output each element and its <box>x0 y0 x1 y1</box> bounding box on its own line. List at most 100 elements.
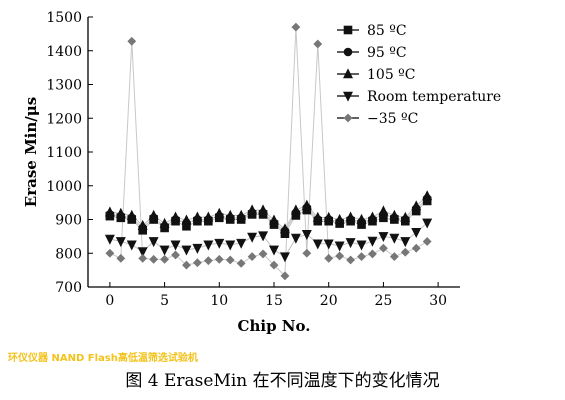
series-points <box>104 22 433 281</box>
x-axis-ticks: 0 5 10 15 20 25 30 <box>105 282 447 309</box>
data-point <box>214 207 225 218</box>
data-point <box>323 239 334 250</box>
data-point <box>126 240 137 251</box>
data-point <box>258 249 268 259</box>
legend-label: −35 ºC <box>367 111 418 127</box>
y-tick-label: 900 <box>55 213 82 229</box>
y-axis-label: Erase Min/μs <box>22 97 40 207</box>
legend-label: 95 ºC <box>367 45 407 61</box>
data-point <box>269 260 279 270</box>
data-point <box>104 234 115 245</box>
data-point <box>378 243 388 253</box>
data-point <box>356 213 367 224</box>
data-point <box>389 233 400 244</box>
data-point <box>203 240 214 251</box>
data-point <box>192 258 202 268</box>
x-tick-label: 0 <box>105 293 114 309</box>
data-point <box>192 211 203 222</box>
data-point <box>411 228 422 238</box>
data-point <box>411 243 421 253</box>
data-point <box>301 230 312 241</box>
data-point <box>346 255 356 265</box>
data-point <box>279 252 290 263</box>
data-point <box>400 211 411 222</box>
legend-marker <box>343 68 353 79</box>
data-point <box>400 247 410 257</box>
y-tick-label: 1100 <box>46 145 82 161</box>
x-tick-label: 15 <box>265 293 283 309</box>
data-point <box>269 214 279 225</box>
data-point <box>247 232 258 243</box>
data-point <box>422 190 433 201</box>
y-tick-label: 1200 <box>46 111 82 127</box>
y-tick-label: 800 <box>55 246 82 262</box>
data-point <box>181 214 192 225</box>
data-point <box>105 248 115 258</box>
data-point <box>225 209 236 220</box>
data-point <box>148 237 159 248</box>
x-axis-label: Chip No. <box>238 317 311 335</box>
data-point <box>137 247 148 258</box>
data-point <box>138 253 148 263</box>
x-tick-label: 30 <box>429 293 447 309</box>
data-point <box>411 200 422 211</box>
data-point <box>236 258 246 268</box>
data-point <box>389 209 400 220</box>
y-tick-label: 1400 <box>46 44 82 60</box>
data-point <box>345 211 356 222</box>
x-tick-label: 25 <box>374 293 392 309</box>
data-point <box>378 232 389 243</box>
data-point <box>367 236 378 247</box>
data-point <box>149 254 159 264</box>
series-line-2 <box>109 195 428 230</box>
data-point <box>126 209 137 220</box>
data-point <box>236 209 247 220</box>
data-point <box>378 205 389 216</box>
data-point <box>279 223 290 234</box>
data-point <box>160 254 170 264</box>
data-point <box>159 217 170 228</box>
data-point <box>214 254 224 264</box>
data-point <box>258 204 269 215</box>
data-point <box>225 240 236 251</box>
data-point <box>137 219 148 230</box>
y-tick-label: 1500 <box>46 10 82 26</box>
data-point <box>127 36 137 46</box>
y-axis-ticks: 700 800 900 1000 1100 1200 1300 1400 1500 <box>46 10 93 296</box>
x-tick-label: 5 <box>160 293 169 309</box>
data-point <box>170 240 181 251</box>
data-point <box>312 239 323 250</box>
data-point <box>148 209 159 220</box>
legend: 85 ºC 95 ºC 105 ºC Room temperature −35 ºC <box>337 23 501 127</box>
series-line-3 <box>109 222 428 258</box>
data-point <box>214 238 225 249</box>
data-point <box>334 241 345 252</box>
watermark-text: 环仪仪器 NAND Flash高低温筛选试验机 <box>8 353 198 364</box>
data-point <box>389 252 399 262</box>
data-point <box>301 199 312 210</box>
data-point <box>323 211 334 222</box>
data-point <box>290 233 301 244</box>
data-point <box>159 245 170 256</box>
data-point <box>225 255 235 265</box>
y-tick-label: 1000 <box>46 179 82 195</box>
legend-label: Room temperature <box>367 89 501 105</box>
legend-marker <box>343 113 353 123</box>
data-point <box>324 253 334 263</box>
data-point <box>400 237 411 248</box>
data-point <box>170 211 181 222</box>
legend-label: 85 ºC <box>367 23 407 39</box>
data-point <box>182 260 191 270</box>
data-point <box>104 206 115 217</box>
data-point <box>356 240 367 251</box>
data-point <box>247 252 257 262</box>
data-point <box>357 252 366 262</box>
figure-caption: 图 4 EraseMin 在不同温度下的变化情况 <box>125 371 440 391</box>
data-point <box>313 39 323 49</box>
legend-marker <box>343 25 353 35</box>
y-tick-label: 700 <box>55 280 82 296</box>
data-point <box>116 253 126 263</box>
data-point <box>422 237 432 246</box>
legend-marker <box>343 91 353 102</box>
data-point <box>291 22 301 32</box>
